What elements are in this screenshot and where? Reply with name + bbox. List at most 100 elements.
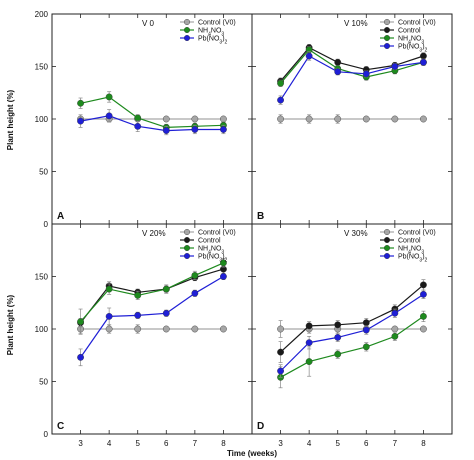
data-point <box>220 115 227 123</box>
data-point <box>162 325 170 333</box>
legend-label: Control <box>398 238 421 245</box>
series-line <box>280 293 424 372</box>
panel-title: V 0 <box>142 19 155 28</box>
data-point <box>134 122 142 130</box>
legend-label: Pb(NO3)2 <box>198 254 228 264</box>
x-axis-title: Time (weeks) <box>227 449 277 458</box>
data-point <box>162 309 170 317</box>
panel-A: 0 50 100 150 200 V 0 A Control (V0)NH4NO3Pb(NO3… <box>35 10 253 229</box>
legend-label: Control (V0) <box>198 230 236 237</box>
data-point <box>334 350 342 358</box>
legend-label: NH4NO3 <box>198 28 224 38</box>
legend-entry: Pb(NO3)2 <box>380 43 428 54</box>
legend-entry: Control (V0) <box>180 228 236 237</box>
x-tick-label: 7 <box>393 439 398 448</box>
legend-marker <box>384 236 391 243</box>
x-tick-label: 7 <box>193 439 198 448</box>
x-tick-label: 8 <box>421 439 426 448</box>
legend-entry: Control <box>380 27 421 35</box>
data-point <box>420 290 427 298</box>
legend-label: NH4NO3 <box>198 246 224 256</box>
legend-marker <box>183 244 190 251</box>
legend-entry: Control (V0) <box>380 228 436 237</box>
data-point <box>391 325 399 333</box>
data-point <box>277 325 284 333</box>
data-point <box>134 325 142 333</box>
data-point <box>77 99 84 107</box>
y-tick-label: 50 <box>39 168 48 177</box>
legend-marker <box>384 43 391 50</box>
data-point <box>105 112 113 120</box>
legend-marker <box>384 19 391 26</box>
series-control <box>277 279 427 363</box>
legend-entry: Pb(NO3)2 <box>380 252 428 264</box>
legend-marker <box>183 252 190 259</box>
legend-marker <box>183 35 190 42</box>
data-point <box>77 353 84 361</box>
y-tick-label: 200 <box>35 10 49 19</box>
series-control-v0- <box>77 324 227 334</box>
data-point <box>105 312 113 320</box>
data-point <box>105 325 113 333</box>
legend-entry: NH4NO3 <box>380 35 424 46</box>
y-tick-label: 0 <box>44 430 49 439</box>
y-axis-title-top: Plant height (%) <box>6 89 15 150</box>
x-tick-label: 4 <box>107 439 112 448</box>
legend-label: Control <box>198 238 221 245</box>
panel-title: V 10% <box>344 19 368 28</box>
y-tick-label: 150 <box>35 63 49 72</box>
series-nh4no3 <box>277 310 427 389</box>
data-point <box>305 52 313 60</box>
data-point <box>305 358 313 365</box>
series-line <box>80 96 224 129</box>
data-point <box>391 309 399 317</box>
data-point <box>191 272 199 279</box>
data-point <box>362 115 370 123</box>
data-point <box>162 127 170 134</box>
panel-letter: B <box>257 211 264 222</box>
legend-label: Control <box>398 28 421 35</box>
data-point <box>305 322 313 330</box>
series-line <box>80 115 224 132</box>
data-point <box>334 68 342 76</box>
data-point <box>277 367 284 375</box>
panel-C: 0 50 100 150 3 4 5 6 7 8 V 20% C Control (V0)Control… <box>35 223 253 448</box>
legend-marker <box>384 244 391 251</box>
series-pb-no3-2 <box>277 51 427 105</box>
series-pb-no3-2 <box>277 289 427 378</box>
y-tick-label: 150 <box>35 273 49 282</box>
legend-marker <box>183 236 190 243</box>
series-line <box>280 46 424 82</box>
data-point <box>191 289 199 297</box>
x-tick-label: 5 <box>135 439 140 448</box>
data-point <box>420 281 427 289</box>
data-point <box>191 325 199 333</box>
panel-letter: C <box>57 421 64 432</box>
data-point <box>420 58 427 66</box>
y-tick-label: 0 <box>44 220 49 229</box>
data-point <box>305 115 313 123</box>
data-point <box>305 339 313 347</box>
y-tick-label: 100 <box>35 115 49 124</box>
legend-marker <box>183 27 190 34</box>
x-tick-label: 8 <box>221 439 226 448</box>
data-point <box>134 311 142 319</box>
x-tick-label: 3 <box>78 439 83 448</box>
legend-label: NH4NO3 <box>398 246 424 256</box>
data-point <box>391 63 399 70</box>
data-point <box>391 332 399 340</box>
data-point <box>420 325 427 333</box>
legend-entry: Control (V0) <box>380 19 436 27</box>
series-pb-no3-2 <box>77 273 227 367</box>
data-point <box>105 93 113 101</box>
data-point <box>220 273 227 280</box>
panel-title: V 30% <box>344 229 368 238</box>
legend-label: Control (V0) <box>398 20 436 27</box>
x-tick-label: 5 <box>335 439 340 448</box>
data-point <box>362 343 370 351</box>
data-point <box>420 312 427 320</box>
data-point <box>277 96 284 104</box>
series-control <box>77 264 227 328</box>
